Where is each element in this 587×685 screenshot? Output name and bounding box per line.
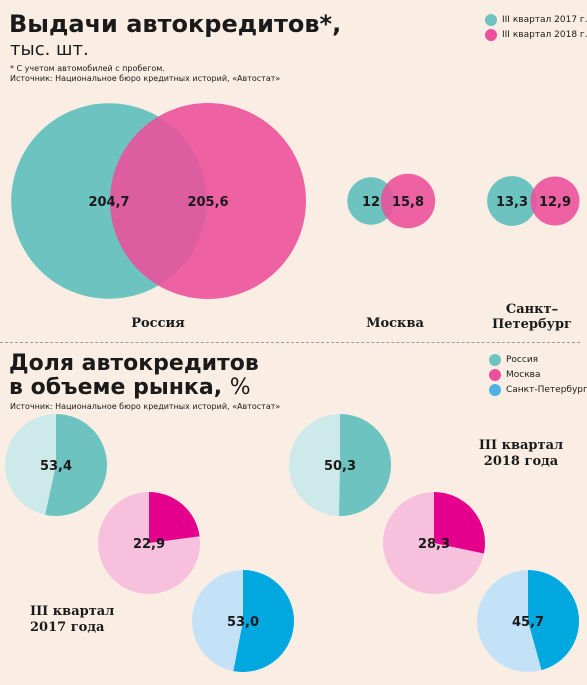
share-pie-charts: 53,4 22,9 53,0 50,3 28,3 45,7 [5,413,579,672]
source-note: Источник: Национальное бюро кредитных ис… [10,74,281,83]
pie-slice-moscow-2017 [149,492,200,543]
category-label-spb-line1: Санкт– [505,302,559,317]
bubble-label-spb-2017: 13,3 [496,195,528,210]
pie-slice-spb-2017 [233,570,294,672]
legend-item-spb: Санкт-Петербург [489,384,587,396]
bubble-russia-2018 [110,103,306,299]
legend-item-2017: III квартал 2017 г. [485,14,587,26]
bubble-spb-2018 [530,176,580,226]
bubble-moscow-2017 [347,177,395,225]
period-label-2017-line1: III квартал [30,604,115,619]
chart-title: Выдачи автокредитов*, [9,10,342,38]
legend-swatch-2018 [485,29,497,41]
legend-label-2017: III квартал 2017 г. [502,15,587,25]
legend-item-moscow: Москва [489,369,587,381]
pie-slice-russia-2017 [45,414,108,516]
bubble-label-moscow-2017: 12 [362,195,380,210]
legend-quarters: III квартал 2017 г. III квартал 2018 г. [485,14,587,44]
bubble-label-russia-2018: 205,6 [187,195,228,210]
share-source-note: Источник: Национальное бюро кредитных ис… [10,402,281,411]
share-chart-title: Доля автокредитов в объеме рынка, % [9,352,259,400]
pie-label-spb-2017: 53,0 [227,615,259,630]
legend-item-2018: III квартал 2018 г. [485,29,587,41]
pie-label-spb-2018: 45,7 [512,615,544,630]
share-title-line2: в объеме рынка, % [9,376,259,400]
pie-label-moscow-2018: 28,3 [418,537,450,552]
category-label-russia: Россия [118,316,198,331]
legend-swatch-spb [489,384,501,396]
pie-slice-spb-2018 [528,570,579,671]
pie-label-russia-2018: 50,3 [324,459,356,474]
period-label-2018-line2: 2018 года [483,454,559,469]
pie-label-russia-2017: 53,4 [40,459,72,474]
period-label-2017-line2: 2017 года [30,620,105,635]
period-label-2017: III квартал 2017 года [30,604,140,636]
share-title-unit: % [229,375,251,400]
section-divider [0,342,580,343]
legend-swatch-moscow [489,369,501,381]
footnote: * С учетом автомобилей с пробегом. [10,64,165,73]
bubble-label-russia-2017: 204,7 [88,195,129,210]
category-label-spb-line2: Петербург [491,317,572,332]
category-label-moscow: Москва [355,316,435,331]
bubble-chart: 204,7 205,6 12 15,8 13,3 12,9 [11,103,580,299]
legend-regions: Россия Москва Санкт-Петербург [489,354,587,399]
legend-item-russia: Россия [489,354,587,366]
bubble-spb-2017 [487,176,537,226]
category-label-spb: Санкт– Петербург [482,302,582,332]
legend-swatch-2017 [485,14,497,26]
legend-label-2018: III квартал 2018 г. [502,30,587,40]
bubble-moscow-2018 [380,173,436,229]
legend-label-russia: Россия [506,355,539,365]
bubble-label-moscow-2018: 15,8 [392,195,424,210]
period-label-2018-line1: III квартал [478,438,564,453]
chart-unit: тыс. шт. [10,39,89,60]
pie-label-moscow-2017: 22,9 [133,537,165,552]
category-label-russia-text: Россия [131,316,185,331]
pie-slice-moscow-2018 [434,492,486,554]
share-title-line2-text: в объеме рынка, [9,375,223,400]
pie-slice-russia-2018 [339,413,392,516]
legend-label-moscow: Москва [506,370,541,380]
category-label-moscow-text: Москва [366,316,424,331]
legend-label-spb: Санкт-Петербург [506,385,587,395]
share-title-line1: Доля автокредитов [9,351,259,376]
legend-swatch-russia [489,354,501,366]
period-label-2018: III квартал 2018 года [466,438,576,470]
bubble-label-spb-2018: 12,9 [539,195,571,210]
